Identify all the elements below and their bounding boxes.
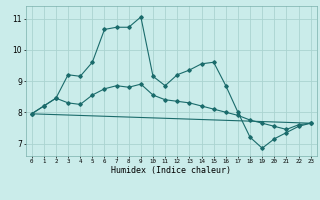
X-axis label: Humidex (Indice chaleur): Humidex (Indice chaleur): [111, 166, 231, 175]
